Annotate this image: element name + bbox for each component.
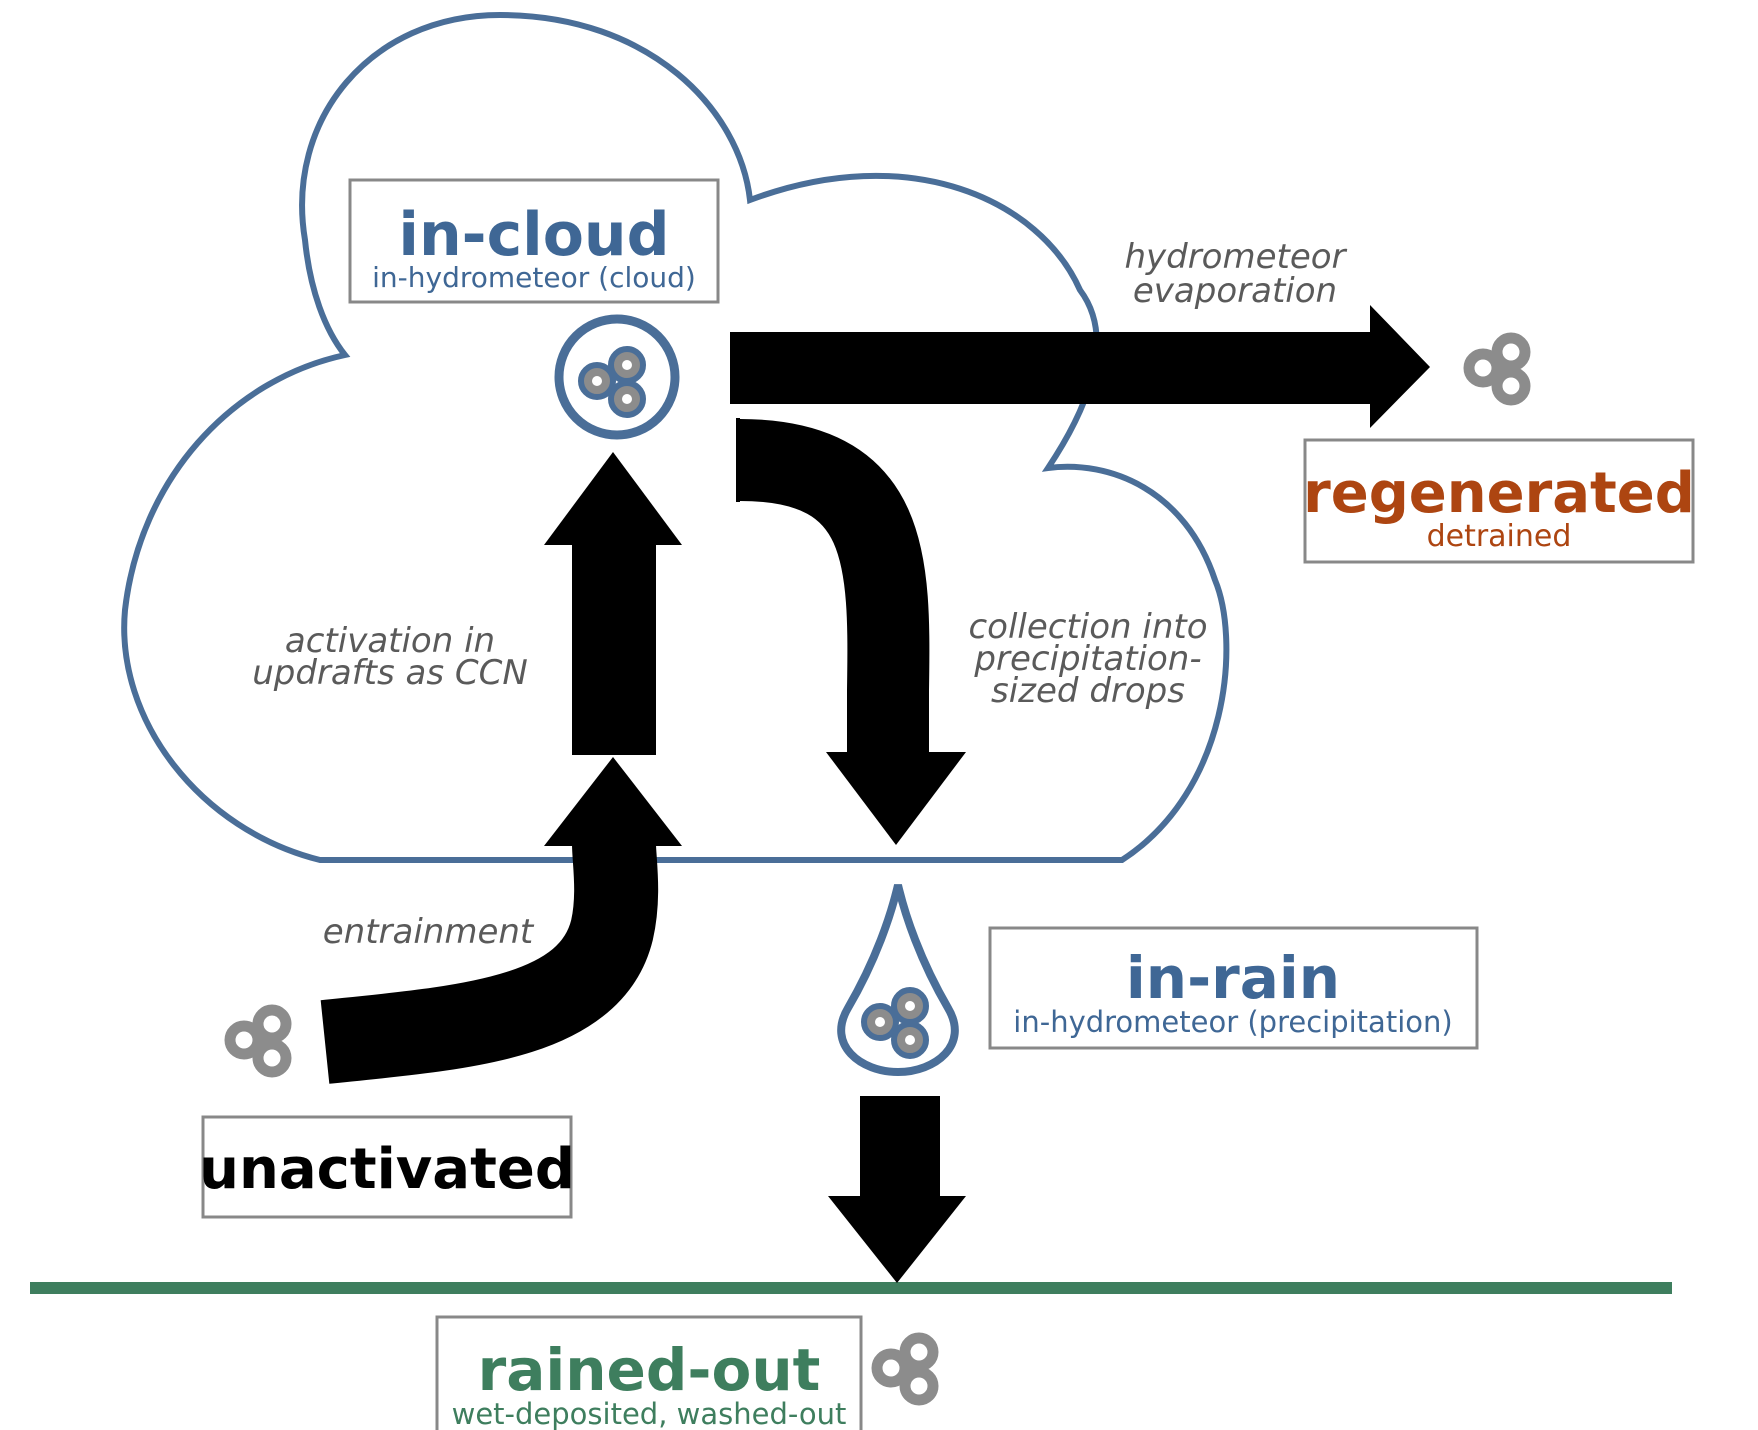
collection-arrow: [736, 418, 966, 845]
svg-text:updrafts as CCN: updrafts as CCN: [252, 653, 528, 693]
in-cloud-title: in-cloud: [398, 200, 669, 270]
regenerated-box: regenerated detrained: [1303, 438, 1695, 564]
evaporation-label: hydrometeor evaporation: [1124, 237, 1347, 311]
rain-drop-icon: [837, 884, 959, 1077]
cloud-droplet-icon: [554, 314, 680, 440]
collection-label: collection into precipitation- sized dro…: [968, 607, 1207, 711]
svg-text:entrainment: entrainment: [323, 912, 535, 952]
in-cloud-subtitle: in-hydrometeor (cloud): [372, 261, 696, 294]
unactivated-box: unactivated: [199, 1115, 575, 1219]
in-cloud-box: in-cloud in-hydrometeor (cloud): [348, 178, 720, 304]
rained-out-subtitle: wet-deposited, washed-out: [452, 1397, 847, 1430]
entrainment-arrow: [320, 757, 682, 1084]
activation-arrow: [544, 452, 682, 755]
svg-text:evaporation: evaporation: [1133, 271, 1337, 311]
svg-text:precipitation-: precipitation-: [973, 639, 1201, 679]
in-rain-title: in-rain: [1126, 944, 1340, 1012]
rained-out-title: rained-out: [478, 1336, 821, 1404]
activation-label: activation in updrafts as CCN: [252, 621, 528, 693]
in-rain-box: in-rain in-hydrometeor (precipitation): [988, 926, 1479, 1050]
aerosol-particles-icon: [1469, 338, 1525, 400]
unactivated-title: unactivated: [199, 1137, 575, 1202]
svg-text:collection into: collection into: [968, 607, 1207, 647]
aerosol-particles-icon: [877, 1338, 933, 1400]
svg-text:hydrometeor: hydrometeor: [1124, 237, 1347, 277]
rained-out-box: rained-out wet-deposited, washed-out: [435, 1315, 863, 1430]
evaporation-arrow: [730, 305, 1430, 428]
regenerated-subtitle: detrained: [1427, 519, 1572, 554]
regenerated-title: regenerated: [1303, 461, 1695, 526]
aerosol-particles-icon: [230, 1010, 286, 1072]
entrainment-label: entrainment: [323, 912, 535, 952]
svg-text:sized drops: sized drops: [991, 671, 1185, 711]
cloud-outline: [121, 11, 1230, 863]
in-rain-subtitle: in-hydrometeor (precipitation): [1013, 1005, 1452, 1039]
svg-text:activation in: activation in: [285, 621, 495, 661]
rainout-arrow: [828, 1096, 966, 1283]
